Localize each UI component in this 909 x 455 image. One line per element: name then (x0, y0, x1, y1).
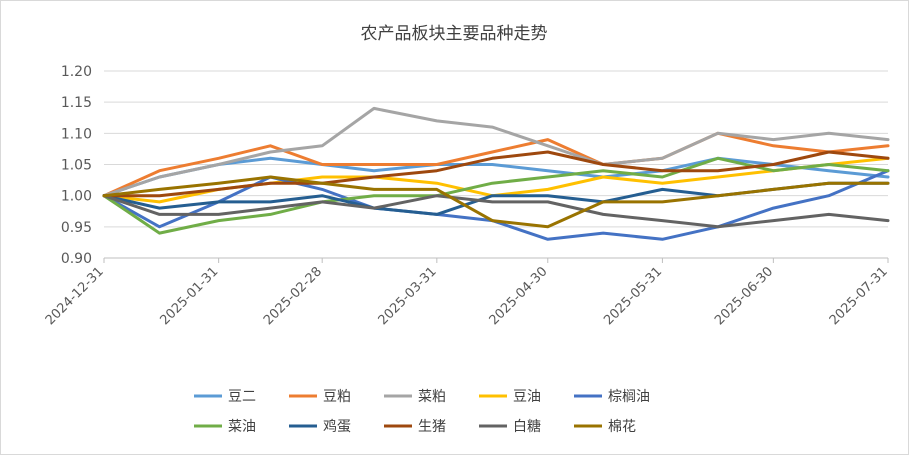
y-tick-label: 1.00 (61, 189, 92, 205)
x-tick-label: 2025-01-31 (157, 264, 221, 328)
series-line (102, 106, 890, 198)
legend-label: 生猪 (418, 419, 446, 435)
x-tick-label: 2024-12-31 (43, 264, 107, 328)
x-axis-ticks: 2024-12-31 2025-01-31 2025-02-28 2025-03-31… (43, 258, 891, 328)
legend-label: 棉花 (608, 418, 636, 435)
legend-label: 豆二 (228, 389, 256, 405)
legend-label: 豆油 (513, 389, 541, 405)
y-tick-label: 0.95 (61, 220, 92, 236)
x-tick-label: 2025-03-31 (376, 264, 440, 328)
legend-label: 豆粕 (323, 389, 351, 405)
legend-label: 菜油 (228, 419, 256, 435)
x-tick-label: 2025-05-31 (601, 264, 665, 328)
legend-label: 白糖 (513, 419, 541, 435)
series-lines (102, 106, 890, 241)
y-tick-label: 1.05 (61, 158, 92, 174)
series-line (102, 194, 890, 229)
y-axis-ticks: 0.90 0.95 1.00 1.05 1.10 1.15 1.20 (61, 64, 92, 267)
y-tick-label: 1.20 (61, 64, 92, 80)
legend-label: 棕榈油 (608, 389, 650, 405)
x-tick-label: 2025-07-31 (827, 264, 891, 328)
chart-title: 农产品板块主要品种走势 (361, 24, 548, 44)
legend-label: 鸡蛋 (323, 418, 351, 435)
series-line (102, 131, 890, 198)
legend-label: 菜粕 (418, 389, 446, 405)
x-tick-label: 2025-04-30 (487, 264, 551, 328)
series-line (102, 175, 890, 229)
y-tick-label: 1.10 (61, 126, 92, 142)
y-tick-label: 1.15 (61, 95, 92, 111)
series-line (102, 169, 890, 241)
series-line (102, 150, 890, 198)
series-line (102, 156, 890, 198)
y-tick-label: 0.90 (61, 251, 92, 267)
x-tick-label: 2025-02-28 (261, 264, 325, 328)
x-tick-label: 2025-06-30 (712, 264, 776, 328)
